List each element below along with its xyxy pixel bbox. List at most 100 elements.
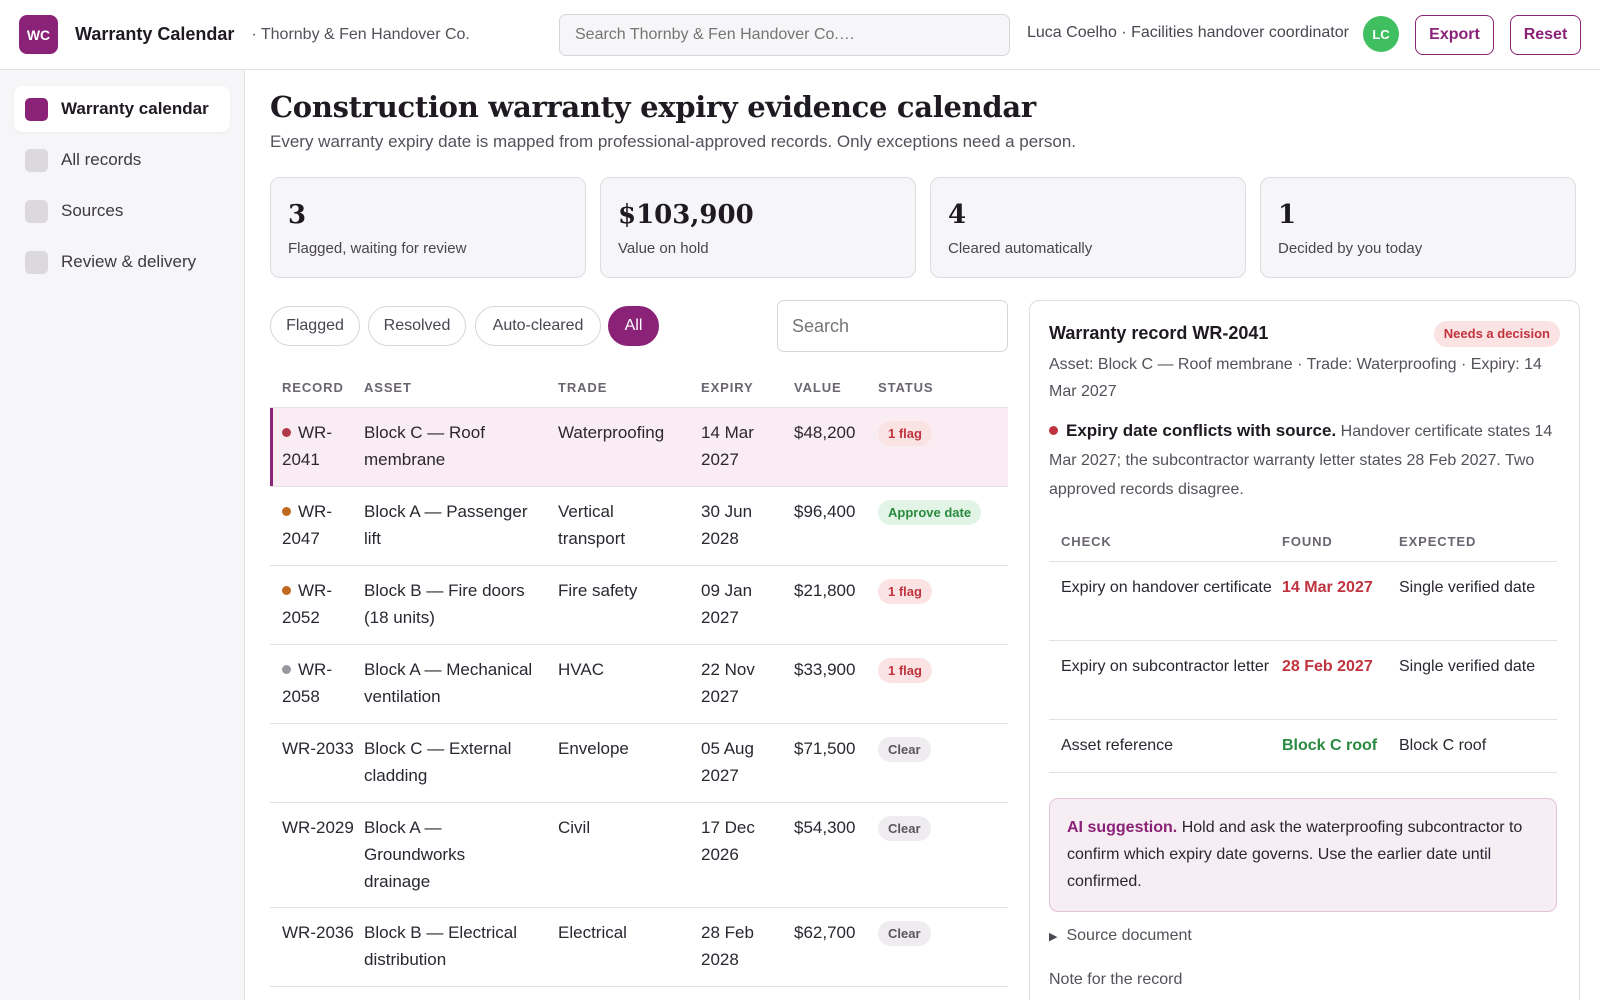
detail-panel: Warranty record WR-2041 Needs a decision… (1029, 300, 1580, 1000)
expiry-line1: 14 Mar (701, 423, 754, 442)
avatar[interactable]: LC (1363, 16, 1399, 52)
value-cell: $71,500 (794, 739, 856, 758)
asset-cell: Block B — Fire doors (18 units) (364, 577, 558, 631)
records-table: RECORD ASSET TRADE EXPIRY VALUE STATUS W… (270, 368, 1008, 987)
column-header-status[interactable]: STATUS (878, 380, 934, 395)
expiry-cell: 30 Jun 2028 (701, 498, 794, 552)
record-id: WR- (298, 502, 332, 521)
global-search-input[interactable] (559, 14, 1010, 56)
table-row[interactable]: WR-2036 Block B — Electrical distribution E… (270, 908, 1008, 987)
filter-chip-flagged[interactable]: Flagged (270, 306, 360, 346)
check-found: Block C roof (1282, 737, 1378, 754)
column-header-value[interactable]: VALUE (794, 380, 842, 395)
expiry-line1: 30 Jun (701, 502, 753, 521)
value-cell: $96,400 (794, 502, 856, 521)
column-header-record[interactable]: RECORD (282, 380, 344, 395)
expiry-line1: 05 Aug (701, 739, 754, 758)
value-cell: $54,300 (794, 818, 856, 837)
trade-cell: Vertical transport (558, 498, 701, 552)
table-row[interactable]: WR- 2052 Block B — Fire doors (18 units) Fir… (270, 566, 1008, 645)
export-button[interactable]: Export (1415, 15, 1494, 55)
stat-card-value-on-hold: $103,900 Value on hold (600, 177, 916, 278)
status-dot-icon (282, 586, 291, 595)
value-cell: $21,800 (794, 581, 856, 600)
filter-chip-auto-cleared[interactable]: Auto-cleared (475, 306, 601, 346)
check-found: 14 Mar 2027 (1282, 579, 1373, 596)
sidebar-item-review-delivery[interactable]: Review & delivery (14, 239, 230, 285)
table-row[interactable]: WR- 2041 Block C — Roof membrane Waterproofi… (270, 408, 1008, 487)
trade-cell: Civil (558, 814, 701, 841)
expiry-cell: 14 Mar 2027 (701, 419, 794, 473)
record-id-line2: 2052 (282, 608, 320, 627)
column-header-trade[interactable]: TRADE (558, 380, 608, 395)
stat-card-flagged: 3 Flagged, waiting for review (270, 177, 586, 278)
sidebar-item-label: Sources (61, 201, 124, 220)
issue-summary: Expiry date conflicts with source. Hando… (1049, 416, 1559, 504)
check-found: 28 Feb 2027 (1282, 658, 1373, 675)
expiry-cell: 22 Nov 2027 (701, 656, 794, 710)
expiry-line2: 2028 (701, 950, 739, 969)
records-icon (25, 148, 48, 172)
review-icon (25, 250, 48, 274)
asset-cell: Block C — Roof membrane (364, 419, 558, 473)
check-expected: Block C roof (1399, 737, 1487, 754)
expiry-cell: 05 Aug 2027 (701, 735, 794, 789)
check-name: Asset reference (1061, 737, 1174, 754)
table-row[interactable]: WR- 2058 Block A — Mechanical ventilation HV… (270, 645, 1008, 724)
table-row[interactable]: WR-2029 Block A — Groundworks drainage Civil… (270, 803, 1008, 908)
stat-label: Decided by you today (1278, 240, 1423, 257)
filter-chip-resolved[interactable]: Resolved (368, 306, 466, 346)
table-row[interactable]: WR- 2047 Block A — Passenger lift Vertical tr… (270, 487, 1008, 566)
sidebar-item-sources[interactable]: Sources (14, 188, 230, 234)
status-badge: 1 flag (878, 658, 932, 683)
asset-line2: cladding (364, 766, 428, 785)
asset-cell: Block A — Mechanical ventilation (364, 656, 558, 710)
trade-cell: Fire safety (558, 577, 701, 604)
check-expected: Single verified date (1399, 658, 1536, 675)
record-id-cell: WR- 2052 (270, 577, 364, 631)
stat-label: Flagged, waiting for review (288, 240, 467, 257)
column-header-asset[interactable]: ASSET (364, 380, 412, 395)
check-row: Expiry on handover certificate 14 Mar 20… (1049, 562, 1557, 641)
sidebar-item-all-records[interactable]: All records (14, 137, 230, 183)
asset-line1: Block A — Passenger (364, 502, 528, 521)
source-document-toggle[interactable]: ▶ Source document (1049, 927, 1192, 945)
asset-line2: ventilation (364, 687, 441, 706)
asset-cell: Block B — Electrical distribution (364, 919, 558, 973)
filter-chip-all[interactable]: All (608, 306, 659, 346)
trade-line1: Fire safety (558, 581, 638, 600)
record-id-cell: WR-2033 (270, 735, 364, 762)
record-id-cell: WR- 2047 (270, 498, 364, 552)
table-search-input[interactable] (777, 300, 1008, 352)
reset-button[interactable]: Reset (1510, 15, 1581, 55)
status-badge: Clear (878, 921, 931, 946)
issue-headline: Expiry date conflicts with source. (1066, 421, 1337, 440)
trade-line1: HVAC (558, 660, 604, 679)
stat-value: 1 (1278, 200, 1297, 230)
table-row[interactable]: WR-2033 Block C — External cladding Envelop… (270, 724, 1008, 803)
check-expected: Single verified date (1399, 579, 1536, 596)
trade-cell: HVAC (558, 656, 701, 683)
column-header-expiry[interactable]: EXPIRY (701, 380, 754, 395)
status-cell: Approve date (878, 498, 1008, 525)
triangle-right-icon: ▶ (1049, 931, 1058, 943)
ai-suggestion-text: Hold and ask the waterproofing subcontra… (1067, 819, 1523, 890)
asset-line1: Block C — Roof (364, 423, 485, 442)
asset-line1: Block A — Mechanical (364, 660, 533, 679)
value-cell: $48,200 (794, 423, 856, 442)
status-badge: 1 flag (878, 421, 932, 446)
expiry-cell: 28 Feb 2028 (701, 919, 794, 973)
stat-label: Cleared automatically (948, 240, 1093, 257)
stat-card-decided: 1 Decided by you today (1260, 177, 1576, 278)
value-cell: $62,700 (794, 923, 856, 942)
status-badge: 1 flag (878, 579, 932, 604)
record-id-line2: 2041 (282, 450, 320, 469)
trade-cell: Waterproofing (558, 419, 701, 446)
check-row: Asset reference Block C roof Block C roo… (1049, 720, 1557, 773)
asset-line1: Block C — External (364, 739, 512, 758)
status-badge[interactable]: Approve date (878, 500, 982, 525)
issue-text: Handover certificate states 14 Mar 2027;… (1049, 423, 1553, 498)
asset-cell: Block A — Groundworks drainage (364, 814, 558, 895)
trade-line1: Envelope (558, 739, 629, 758)
sidebar-item-warranty-calendar[interactable]: Warranty calendar (14, 86, 230, 132)
